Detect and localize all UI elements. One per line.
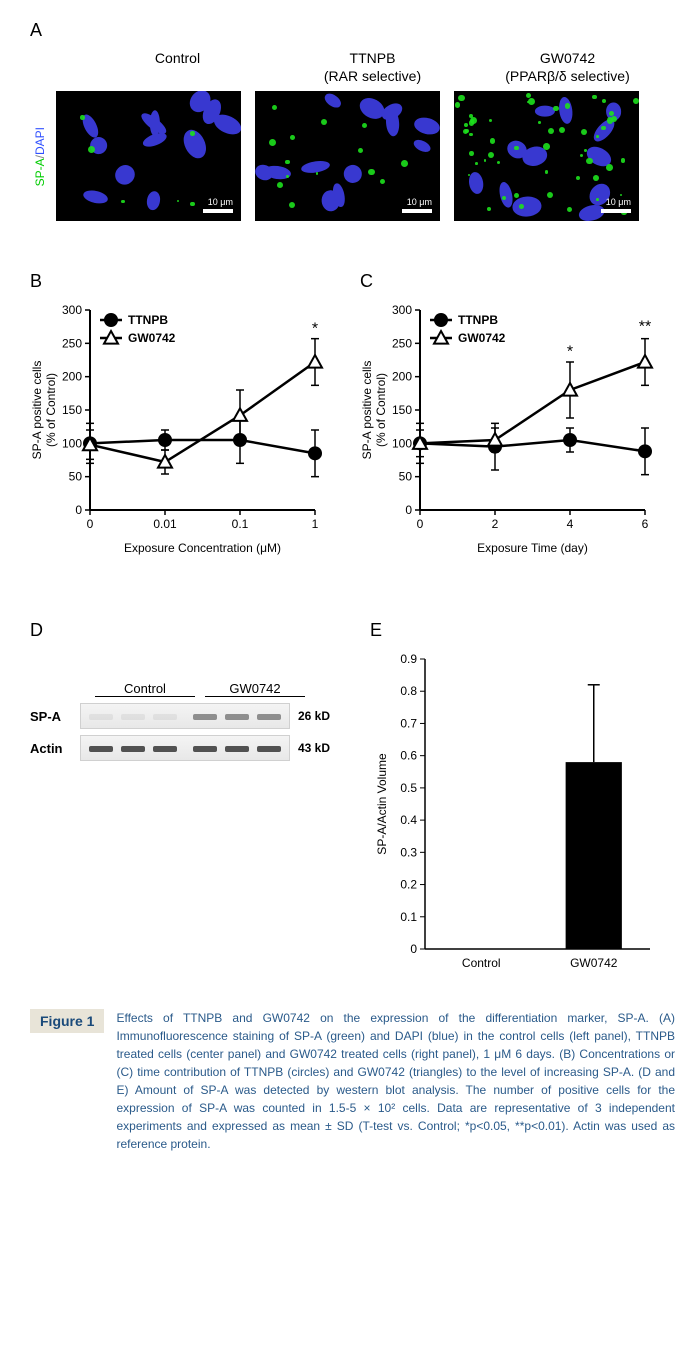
blot-strip [80, 703, 290, 729]
blot-row: Actin 43 kD [30, 735, 340, 761]
blot-header: ControlGW0742 [90, 681, 340, 696]
svg-text:(% of Control): (% of Control) [44, 373, 58, 447]
panel-a-images: 10 μm 10 μm 10 μm [56, 91, 639, 221]
blot-strip [80, 735, 290, 761]
svg-text:GW0742: GW0742 [128, 331, 176, 345]
panel-d: D ControlGW0742 SP-A 26 kD Actin 43 kD [30, 620, 340, 761]
svg-text:0: 0 [410, 942, 417, 956]
panel-e-chart: 0 0.1 0.2 0.3 0.4 0.5 0.6 0.7 0.8 0.9 Control GW074… [370, 649, 660, 979]
svg-text:250: 250 [62, 337, 82, 351]
svg-text:0: 0 [417, 517, 424, 531]
svg-text:0.7: 0.7 [400, 717, 417, 731]
panel-b: B 0 50 100 150 200 250 300 0 0.01 0.1 1 * TTNPB GW074… [30, 271, 330, 560]
figure-tag: Figure 1 [30, 1009, 104, 1033]
panel-b-label: B [30, 271, 330, 292]
blot-area: ControlGW0742 SP-A 26 kD Actin 43 kD [30, 681, 340, 761]
panel-c-label: C [360, 271, 660, 292]
svg-text:*: * [312, 321, 318, 338]
blot-kd-label: 26 kD [298, 709, 330, 723]
svg-text:TTNPB: TTNPB [128, 313, 168, 327]
panel-c: C 0501001502002503000246***TTNPBGW0742SP… [360, 271, 660, 560]
svg-text:300: 300 [62, 303, 82, 317]
figure-caption-text: Effects of TTNPB and GW0742 on the expre… [116, 1009, 675, 1153]
microscopy-image: 10 μm [454, 91, 639, 221]
panel-a-title: Control [80, 49, 275, 85]
svg-text:SP-A positive cells: SP-A positive cells [30, 361, 44, 460]
svg-text:(% of Control): (% of Control) [374, 373, 388, 447]
figure-caption: Figure 1 Effects of TTNPB and GW0742 on … [30, 1009, 675, 1153]
svg-text:0.3: 0.3 [400, 846, 417, 860]
svg-text:Control: Control [462, 956, 501, 970]
blot-row-label: Actin [30, 741, 80, 756]
panel-d-label: D [30, 620, 340, 641]
svg-text:4: 4 [567, 517, 574, 531]
svg-text:6: 6 [642, 517, 649, 531]
microscopy-image: 10 μm [56, 91, 241, 221]
svg-text:GW0742: GW0742 [458, 331, 506, 345]
panel-a-column-titles: Control TTNPB(RAR selective)GW0742(PPARβ… [80, 49, 675, 85]
panel-e: E 0 0.1 0.2 0.3 0.4 0.5 0.6 0.7 0.8 0.9 Control GW0… [370, 620, 670, 979]
panel-a-ylabel-dapi: DAPI [33, 127, 47, 155]
panel-a-title: GW0742(PPARβ/δ selective) [470, 49, 665, 85]
svg-text:TTNPB: TTNPB [458, 313, 498, 327]
svg-text:0.2: 0.2 [400, 878, 417, 892]
svg-text:300: 300 [392, 303, 412, 317]
panel-a-ylabel-spa: SP-A [33, 158, 47, 186]
panel-c-chart: 0501001502002503000246***TTNPBGW0742SP-A… [360, 300, 660, 560]
blot-header-label: Control [90, 681, 200, 696]
svg-text:*: * [567, 344, 573, 361]
svg-text:0: 0 [87, 517, 94, 531]
blot-kd-label: 43 kD [298, 741, 330, 755]
svg-text:Exposure Time (day): Exposure Time (day) [477, 541, 588, 555]
charts-row-bc: B 05010015020025030000.010.11*TTNPBGW074… [30, 271, 675, 560]
svg-text:200: 200 [392, 370, 412, 384]
panel-a-ylabel: SP-A/DAPI [30, 91, 50, 221]
svg-text:150: 150 [62, 403, 82, 417]
svg-text:50: 50 [69, 470, 83, 484]
panel-a-row: SP-A/DAPI 10 μm 10 μm 10 μm [30, 91, 675, 221]
svg-text:200: 200 [62, 370, 82, 384]
svg-text:0.9: 0.9 [400, 652, 417, 666]
svg-text:2: 2 [492, 517, 499, 531]
svg-text:0.6: 0.6 [400, 749, 417, 763]
panel-e-label: E [370, 620, 670, 641]
svg-text:0.1: 0.1 [400, 910, 417, 924]
blot-header-label: GW0742 [200, 681, 310, 696]
svg-text:1: 1 [312, 517, 319, 531]
svg-text:SP-A positive cells: SP-A positive cells [360, 361, 374, 460]
svg-text:150: 150 [392, 403, 412, 417]
microscopy-image: 10 μm [255, 91, 440, 221]
svg-text:**: ** [639, 319, 651, 336]
svg-text:0.8: 0.8 [400, 685, 417, 699]
blot-row-label: SP-A [30, 709, 80, 724]
panels-de-row: D ControlGW0742 SP-A26 kDActin43 kD E 00… [30, 620, 675, 979]
panel-a-title: TTNPB(RAR selective) [275, 49, 470, 85]
svg-text:50: 50 [399, 470, 413, 484]
svg-text:100: 100 [392, 437, 412, 451]
svg-text:SP-A/Actin Volume: SP-A/Actin Volume [375, 753, 389, 855]
scalebar: 10 μm [601, 197, 631, 213]
svg-text:0.4: 0.4 [400, 813, 417, 827]
svg-text:0.01: 0.01 [153, 517, 177, 531]
panel-b-chart: 0 50 100 150 200 250 300 0 0.01 0.1 1 * TTNPB GW0742 S… [30, 300, 330, 560]
svg-text:100: 100 [62, 437, 82, 451]
panel-a-label: A [30, 20, 675, 41]
svg-text:Exposure Concentration (μM): Exposure Concentration (μM) [124, 541, 281, 555]
svg-text:0.5: 0.5 [400, 781, 417, 795]
svg-text:0: 0 [75, 503, 82, 517]
svg-text:GW0742: GW0742 [570, 956, 618, 970]
scalebar: 10 μm [203, 197, 233, 213]
scalebar: 10 μm [402, 197, 432, 213]
blot-row: SP-A 26 kD [30, 703, 340, 729]
svg-text:250: 250 [392, 337, 412, 351]
svg-text:0: 0 [405, 503, 412, 517]
svg-text:0.1: 0.1 [232, 517, 249, 531]
